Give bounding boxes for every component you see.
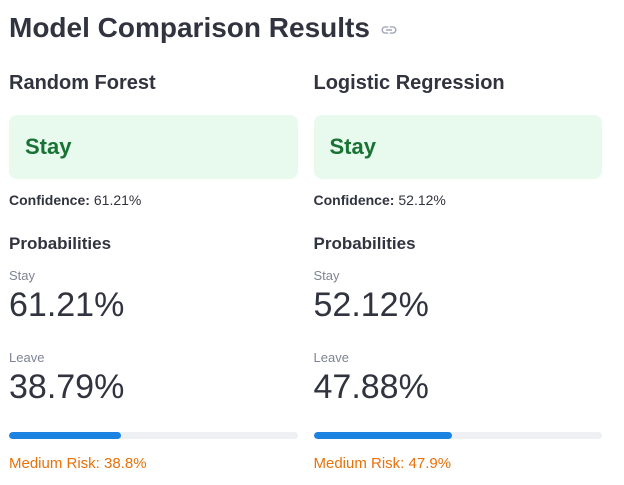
metric-value: 38.79% — [9, 367, 125, 406]
confidence-value: 61.21% — [93, 192, 142, 208]
risk-label: Medium Risk: 38.8% — [9, 455, 147, 473]
column-random-forest: Random Forest Stay Confidence: 61.21% Pro… — [9, 70, 298, 472]
confidence-label: Confidence: — [313, 192, 395, 208]
link-icon[interactable] — [380, 21, 398, 39]
prediction-label: Stay — [25, 134, 72, 159]
risk-label: Medium Risk: 47.9% — [313, 455, 452, 473]
confidence-line: Confidence: 61.21% — [9, 191, 298, 211]
probabilities-heading: Probabilities — [313, 233, 416, 253]
probabilities-heading: Probabilities — [9, 233, 112, 253]
confidence-line: Confidence: 52.12% — [314, 191, 603, 211]
prediction-success-alert: Stay — [9, 115, 298, 179]
metric-value: 47.88% — [313, 367, 429, 406]
metric-label: Leave — [9, 349, 45, 365]
metric-label: Stay — [9, 267, 36, 283]
risk-progress-bar — [313, 432, 602, 440]
leave-metric: Leave 38.79% — [9, 350, 298, 406]
page-title-text: Model Comparison Results — [9, 12, 370, 43]
prediction-success-alert: Stay — [313, 115, 602, 179]
leave-metric: Leave 47.88% — [314, 350, 603, 406]
confidence-value: 52.12% — [398, 192, 446, 208]
risk-progress-fill — [9, 432, 121, 440]
prediction-label: Stay — [329, 134, 376, 159]
page-title: Model Comparison Results — [9, 10, 602, 45]
metric-label: Leave — [313, 349, 349, 365]
stay-metric: Stay 61.21% — [9, 268, 298, 324]
confidence-label: Confidence: — [9, 192, 90, 208]
metric-value: 52.12% — [313, 285, 429, 324]
model-name-heading: Logistic Regression — [313, 72, 505, 94]
risk-progress-bar — [9, 432, 298, 440]
risk-progress-fill — [313, 432, 452, 440]
model-columns: Random Forest Stay Confidence: 61.21% Pro… — [9, 70, 602, 472]
app-container: Model Comparison Results Random Forest S… — [9, 10, 602, 472]
metric-value: 61.21% — [9, 285, 125, 324]
metric-label: Stay — [313, 267, 340, 283]
stay-metric: Stay 52.12% — [314, 268, 603, 324]
model-name-heading: Random Forest — [9, 72, 156, 94]
column-logistic-regression: Logistic Regression Stay Confidence: 52.1… — [313, 70, 603, 473]
